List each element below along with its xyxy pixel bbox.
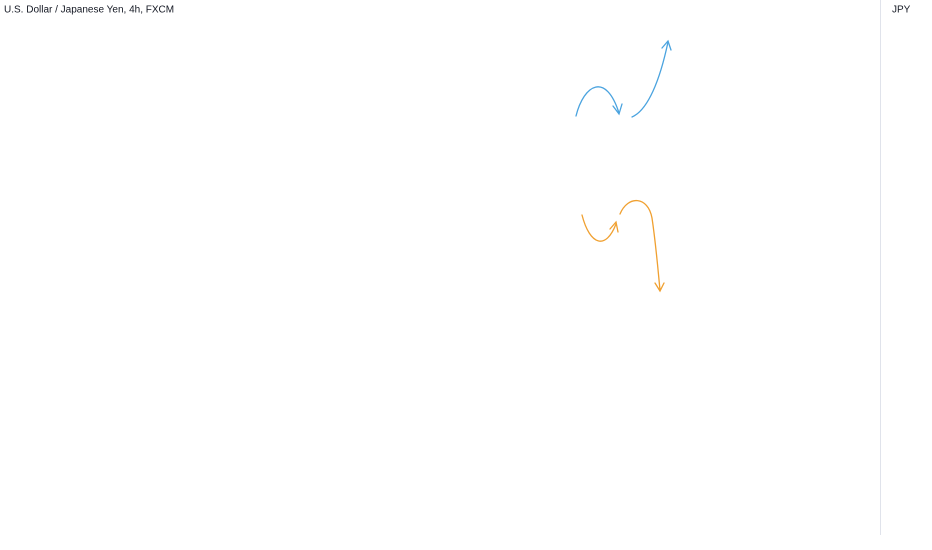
arrow-head <box>661 39 672 51</box>
arrow-blue-1 <box>575 86 620 117</box>
chart-title: U.S. Dollar / Japanese Yen, 4h, FXCM <box>4 5 174 16</box>
arrow-blue-2 <box>631 41 669 118</box>
arrows <box>575 39 672 293</box>
arrow-head <box>612 103 623 116</box>
arrow-orange-2 <box>619 199 661 291</box>
arrow-orange-1 <box>581 214 617 242</box>
currency: JPY <box>892 5 911 16</box>
arrow-head <box>654 282 665 293</box>
arrow-head <box>609 220 619 233</box>
